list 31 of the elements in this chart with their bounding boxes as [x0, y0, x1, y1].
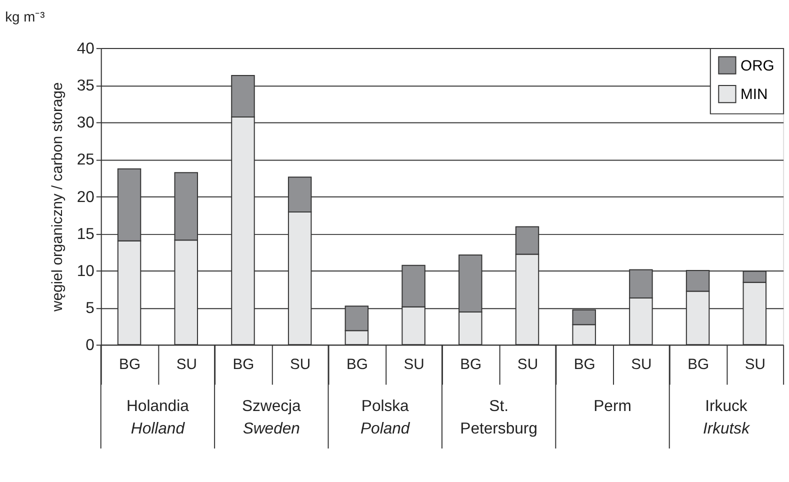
x-tick-label: BG	[574, 356, 596, 373]
y-tick-label: 0	[86, 337, 95, 354]
x-tick-label: BG	[232, 356, 254, 373]
x-tick-label: BG	[460, 356, 482, 373]
x-tick-label: SU	[404, 356, 424, 373]
y-tick-label: 25	[76, 152, 95, 169]
legend-label: MIN	[740, 86, 768, 103]
x-tick-label: SU	[631, 356, 652, 373]
y-tick-label: 5	[86, 300, 95, 318]
x-tick-label: BG	[119, 356, 140, 373]
x-tick-label: BG	[346, 356, 368, 373]
text: Perm	[594, 398, 632, 415]
x-tick-label: SU	[744, 356, 766, 373]
text: Polska Poland	[360, 398, 410, 438]
y-tick-label: 10	[76, 262, 95, 280]
x-tick-label: SU	[176, 356, 197, 373]
x-tick-label: BG	[688, 356, 710, 373]
y-tick-label: 20	[76, 188, 95, 206]
legend-label: ORG	[740, 58, 774, 74]
text: Szwecja Sweden	[242, 398, 301, 438]
y-tick-label: 30	[76, 114, 95, 132]
y-tick-label: 40	[76, 40, 95, 58]
x-tick-label: SU	[290, 356, 311, 373]
text: Irkuck Irkutsk	[702, 398, 750, 438]
text: Holandia Holland	[126, 398, 189, 438]
y-tick-label: 35	[76, 78, 95, 95]
chart-subtitle: kg m⁻³	[5, 8, 46, 24]
text: St. Petersburg	[460, 398, 538, 438]
y-tick-label: 15	[76, 226, 95, 243]
x-tick-label: SU	[517, 356, 538, 373]
y-axis-title: węgiel organiczny / carbon storage	[50, 82, 66, 312]
